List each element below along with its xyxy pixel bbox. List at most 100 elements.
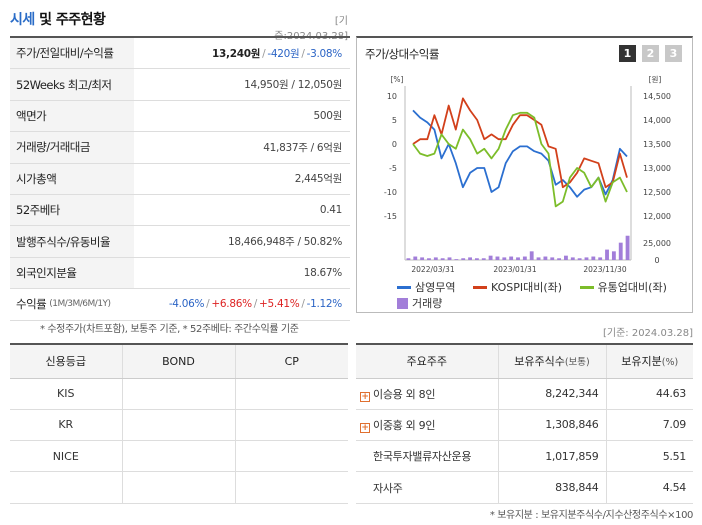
volume-bar [543,256,548,260]
credit-rating-table: 신용등급 BOND CP KIS KR NICE [10,343,348,504]
column-header: 신용등급 [10,343,122,379]
left-tick-label: 0 [392,140,397,149]
volume-bar [509,256,514,260]
chart-page-2-button[interactable]: 2 [642,45,659,62]
table-row: NICE [10,440,348,473]
table-row: KR [10,409,348,442]
chart-pager: 1 2 3 [619,45,682,62]
table-row: 한국투자밸류자산운용 1,017,859 5.51 [356,440,693,473]
volume-bar [529,251,534,260]
table-row: + 이중홍 외 9인 1,308,846 7.09 [356,409,693,442]
x-tick-label: 2022/03/31 [411,265,454,274]
series-line [412,97,628,189]
row-value: 500원 [313,110,342,123]
row-value: 18,466,948주 / 50.82% [227,236,342,249]
row-value: 2,445억원 [294,173,343,186]
price-row: 주가/전일대비/수익률 13,240원 / -420원 / -3.08% [10,38,350,70]
chart-legend: 삼영무역 KOSPI대비(좌) 유통업대비(좌) 거래량 [397,278,687,314]
base-date: [기준: 2024.03.28] [602,328,693,339]
row-label: 52Weeks 최고/최저 [10,69,134,100]
shareholder-name[interactable]: 이중홍 외 9인 [373,418,436,432]
row-value: 14,950원 / 12,050원 [244,79,342,92]
row-label: 시가총액 [10,163,134,194]
return-1y: -1.12% [306,298,343,311]
volume-bar [536,257,541,260]
volume-bar [577,258,582,260]
price-row: 52Weeks 최고/최저 14,950원 / 12,050원 [10,69,350,101]
volume-bar [406,258,411,260]
left-tick-label: 10 [387,92,397,101]
row-label: 외국인지분율 [10,257,134,289]
row-label: 발행주식수/유동비율 [10,226,134,257]
volume-tick-label: 25,000 [643,239,671,248]
legend-item: KOSPI대비(좌) [472,280,562,296]
shareholder-name[interactable]: 이승용 외 8인 [373,387,436,401]
volume-bar [564,255,568,260]
expand-icon[interactable]: + [360,422,370,433]
price-row: 발행주식수/유동비율 18,466,948주 / 50.82% [10,226,350,258]
right-tick-label: 13,000 [643,164,671,173]
volume-bar [495,256,500,260]
volume-bar [474,258,479,260]
right-tick-label: 12,500 [643,188,671,197]
row-label: 액면가 [10,100,134,132]
column-header: BOND [121,343,235,379]
shareholder-name: 한국투자밸류자산운용 [373,450,472,464]
table-row [10,471,348,504]
price-row: 외국인지분율 18.67% [10,257,350,290]
row-value: 18.67% [303,266,343,279]
price-row: 거래량/거래대금 41,837주 / 6억원 [10,132,350,164]
volume-bar [550,257,555,260]
volume-bar [447,257,452,260]
left-axis-unit: [%] [391,75,404,84]
right-tick-label: 12,000 [643,212,671,221]
volume-bar [420,257,425,260]
change: -420원 [267,47,300,60]
volume-bar [591,256,596,260]
volume-bar [488,255,493,260]
price-table: 주가/전일대비/수익률 13,240원 / -420원 / -3.08% 52Weeks… [10,36,350,321]
chart-page-1-button[interactable]: 1 [619,45,636,62]
volume-bar [605,249,609,260]
volume-bar [618,242,623,260]
volume-bar [481,258,486,260]
volume-bar [461,258,466,260]
volume-bar [413,256,418,260]
shareholder-table: 주요주주 보유주식수(보통) 보유지분(%) + 이승용 외 8인 8,242,3… [356,343,693,504]
expand-icon[interactable]: + [360,391,370,402]
legend-item: 유통업대비(좌) [579,280,667,296]
table-row: KIS [10,378,348,410]
table-row: + 이승용 외 8인 8,242,344 44.63 [356,378,693,410]
volume-bar [427,258,431,260]
return-3m: +6.86% [211,298,252,311]
column-header: 보유지분(%) [605,343,693,379]
price-row: 시가총액 2,445억원 [10,163,350,195]
row-value: 0.41 [319,204,342,217]
row-label: 거래량/거래대금 [10,132,134,163]
series-line [412,111,628,208]
volume-bar [433,257,438,260]
price-footnote: * 수정주가(차트포함), 보통주 기준, * 52주베타: 주간수익률 기준 [40,324,299,335]
return-6m: +5.41% [259,298,300,311]
volume-bar [502,257,507,260]
volume-bar [611,251,616,260]
chart-page-3-button[interactable]: 3 [665,45,682,62]
shareholder-name: 자사주 [373,481,403,495]
shareholder-footnote: * 보유지분 : 보유지분주식수/지수산정주식수×100 [489,510,694,521]
section-title: 시세 및 주주현황 [10,12,106,28]
volume-bar [557,258,562,260]
row-label: 주가/전일대비/수익률 [10,38,134,69]
row-value: 41,837주 / 6억원 [263,141,342,154]
volume-bar [454,259,459,260]
chart-panel: [%] [원] 10 5 0 -5 -10 -15 14,500 14,000 13,500 13,0… [356,36,693,313]
price-row: 52주베타 0.41 [10,194,350,227]
price-row: 액면가 500원 [10,100,350,133]
row-label: 수익률 (1M/3M/6M/1Y) [10,289,169,320]
volume-bar [522,256,527,260]
volume-bar [598,257,603,260]
return-1m: -4.06% [168,298,205,311]
left-tick-label: -15 [384,212,397,221]
x-tick-label: 2023/01/31 [493,265,536,274]
table-row: 자사주 838,844 4.54 [356,471,693,504]
volume-bar [468,257,472,260]
